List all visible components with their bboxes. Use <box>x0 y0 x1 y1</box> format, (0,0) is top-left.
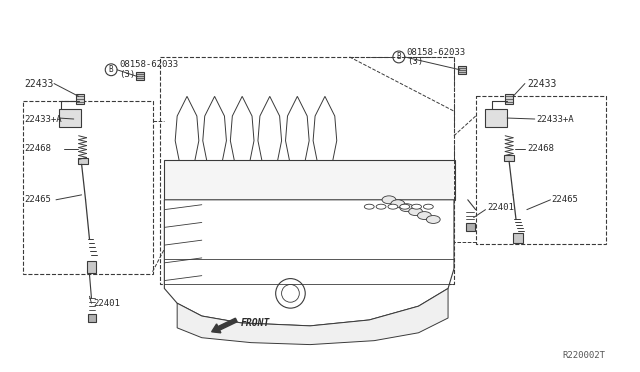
Bar <box>86 261 97 273</box>
Bar <box>88 314 97 322</box>
Polygon shape <box>230 96 254 170</box>
Text: 22433+A: 22433+A <box>537 115 574 124</box>
Ellipse shape <box>426 215 440 224</box>
Polygon shape <box>313 96 337 170</box>
Text: 22468: 22468 <box>527 144 554 153</box>
Polygon shape <box>177 288 448 344</box>
FancyArrow shape <box>212 318 237 333</box>
Ellipse shape <box>400 204 410 209</box>
Text: 22433+A: 22433+A <box>24 115 62 124</box>
Bar <box>505 94 513 104</box>
Text: 22433: 22433 <box>24 78 54 89</box>
Circle shape <box>276 279 305 308</box>
Polygon shape <box>285 96 309 170</box>
Text: 22465: 22465 <box>24 195 51 204</box>
Polygon shape <box>164 200 454 326</box>
Ellipse shape <box>400 204 413 212</box>
Bar <box>77 158 88 164</box>
Bar <box>504 155 514 161</box>
Ellipse shape <box>382 196 396 204</box>
Text: 22401: 22401 <box>488 203 515 212</box>
Bar <box>136 72 143 80</box>
Text: (3): (3) <box>119 70 135 79</box>
Circle shape <box>393 51 404 63</box>
Polygon shape <box>203 96 227 170</box>
Bar <box>76 94 84 104</box>
Polygon shape <box>258 96 282 170</box>
Ellipse shape <box>376 204 386 209</box>
Bar <box>476 96 605 244</box>
Polygon shape <box>175 96 199 170</box>
Bar <box>458 66 466 74</box>
Text: 22401: 22401 <box>93 299 120 308</box>
Text: B: B <box>397 52 401 61</box>
Ellipse shape <box>391 200 404 208</box>
Circle shape <box>282 285 300 302</box>
Bar <box>486 109 507 127</box>
Bar <box>161 57 454 283</box>
Bar <box>22 101 152 274</box>
Text: 22468: 22468 <box>24 144 51 153</box>
Text: 08158-62033: 08158-62033 <box>406 48 466 57</box>
Text: 22433: 22433 <box>527 78 556 89</box>
Ellipse shape <box>388 204 398 209</box>
Circle shape <box>105 64 117 76</box>
Bar <box>59 109 81 127</box>
Bar <box>466 224 475 231</box>
Text: 08158-62033: 08158-62033 <box>119 60 178 69</box>
Bar <box>164 160 455 200</box>
Ellipse shape <box>417 212 431 219</box>
Text: 22465: 22465 <box>552 195 579 204</box>
Text: B: B <box>109 65 113 74</box>
Ellipse shape <box>424 204 433 209</box>
Text: R220002T: R220002T <box>563 351 605 360</box>
Ellipse shape <box>409 208 422 215</box>
Ellipse shape <box>412 204 422 209</box>
Bar <box>513 233 523 243</box>
Text: FRONT: FRONT <box>241 318 271 328</box>
Text: (3): (3) <box>406 57 423 66</box>
Ellipse shape <box>364 204 374 209</box>
